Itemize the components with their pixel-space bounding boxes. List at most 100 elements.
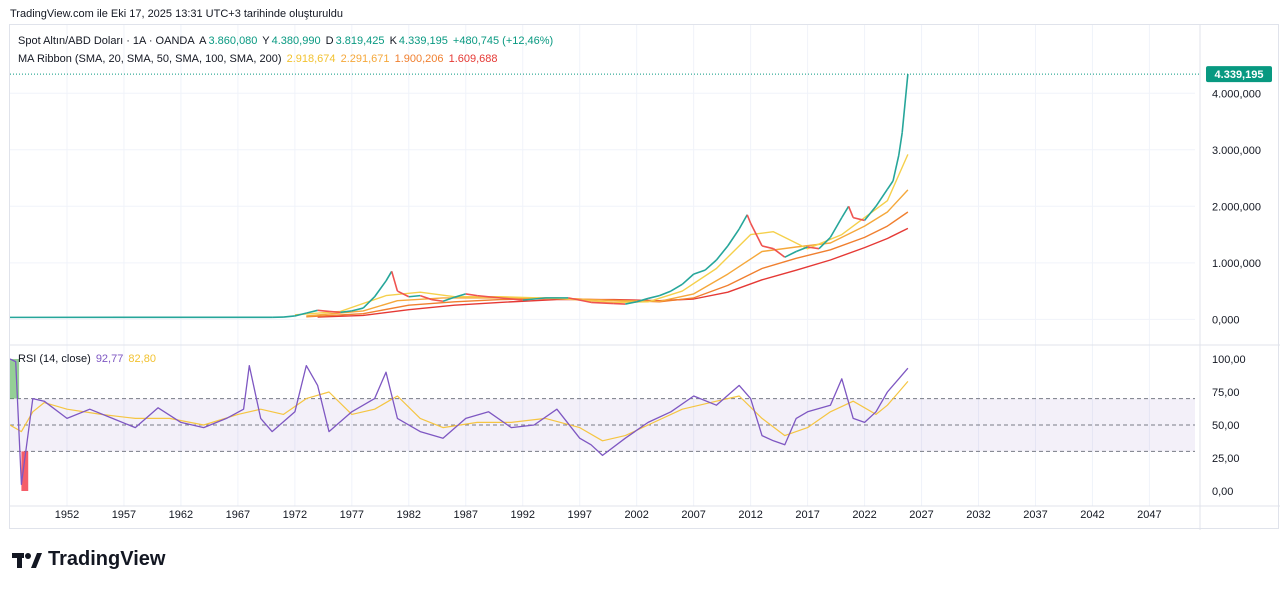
rsi-tick-label: 0,00 (1212, 486, 1233, 498)
price-segment (625, 301, 637, 305)
rsi-legend[interactable]: RSI (14, close) 92,77 82,80 (18, 353, 158, 365)
price-segment (749, 222, 763, 247)
open-value: 3.860,080 (208, 35, 258, 47)
price-segment (351, 307, 364, 312)
price-segment (340, 310, 352, 314)
rsi-ma-line (10, 381, 909, 442)
price-segment (306, 309, 318, 314)
change-value: +480,745 (+12,46%) (452, 35, 554, 47)
sma50-value: 2.291,671 (340, 53, 390, 65)
price-segment (807, 246, 820, 250)
high-label: Y (262, 35, 270, 47)
price-segment (362, 296, 376, 309)
rsi-oversold-fill (21, 451, 29, 491)
price-segment (591, 301, 614, 305)
price-segment (385, 270, 393, 282)
ma-line-sma-100 (306, 211, 909, 318)
ma-ribbon-label[interactable]: MA Ribbon (SMA, 20, SMA, 50, SMA, 100, S… (18, 53, 282, 65)
price-segment (847, 206, 854, 218)
price-segment (886, 180, 894, 190)
created-caption: TradingView.com ile Eki 17, 2025 13:31 U… (10, 8, 343, 20)
ma-ribbon-legend[interactable]: MA Ribbon (SMA, 20, SMA, 50, SMA, 100, S… (18, 53, 500, 65)
price-tick-label: 2.000,000 (1212, 201, 1261, 213)
symbol-label[interactable]: Spot Altın/ABD Doları · 1A · OANDA (18, 35, 195, 47)
open-label: A (199, 35, 207, 47)
price-segment (818, 236, 831, 250)
high-value: 4.380,990 (271, 35, 321, 47)
price-segment (897, 132, 903, 156)
rsi-tick-label: 25,00 (1212, 453, 1240, 465)
x-tick-label: 1992 (510, 509, 534, 521)
price-segment (681, 273, 695, 285)
price-segment (852, 216, 865, 222)
price-segment (647, 294, 660, 300)
close-value: 4.339,195 (398, 35, 448, 47)
price-segment (863, 205, 877, 221)
price-segment (477, 294, 501, 299)
x-tick-label: 2037 (1023, 509, 1047, 521)
x-tick-label: 2007 (681, 509, 705, 521)
x-tick-label: 2027 (909, 509, 933, 521)
price-tick-label: 0,000 (1212, 314, 1240, 326)
rsi-tick-label: 50,00 (1212, 420, 1240, 432)
x-tick-label: 1982 (397, 509, 421, 521)
price-segment (784, 250, 797, 258)
rsi-overbought-fill (10, 359, 20, 399)
price-segment (670, 283, 683, 292)
price-segment (875, 188, 889, 207)
last-price-tag-label: 4.339,195 (1215, 69, 1264, 81)
x-tick-label: 2012 (738, 509, 762, 521)
price-tick-label: 1.000,000 (1212, 258, 1261, 270)
rsi-label[interactable]: RSI (14, close) (18, 353, 91, 365)
price-segment (442, 296, 455, 303)
tradingview-logo[interactable]: TradingView (12, 548, 165, 571)
price-tick-label: 4.000,000 (1212, 88, 1261, 100)
price-segment (522, 297, 546, 301)
chart-canvas[interactable]: 0,000 1.000,000 2.000,000 3.000,000 4.000,00… (10, 25, 1280, 530)
price-segment (841, 205, 850, 219)
price-segment (390, 271, 399, 292)
rsi-ma-value: 82,80 (128, 353, 156, 365)
price-segment (715, 245, 729, 261)
price-segment (431, 298, 444, 303)
price-legend[interactable]: Spot Altın/ABD Doları · 1A · OANDA A 3.86… (18, 35, 555, 47)
close-label: K (389, 35, 397, 47)
x-tick-label: 1997 (567, 509, 591, 521)
sma100-value: 1.900,206 (394, 53, 444, 65)
rsi-line (10, 358, 909, 486)
price-segment (283, 315, 295, 318)
price-segment (795, 246, 808, 253)
price-segment (454, 293, 466, 299)
x-tick-label: 1987 (454, 509, 478, 521)
price-segment (892, 155, 900, 182)
sma200-value: 1.609,688 (448, 53, 498, 65)
price-segment (373, 280, 387, 298)
price-segment (738, 214, 748, 230)
price-segment (772, 248, 786, 258)
price-segment (636, 297, 649, 303)
chart-frame[interactable]: 0,000 1.000,000 2.000,000 3.000,000 4.000,00… (9, 24, 1280, 530)
price-segment (829, 217, 843, 238)
price-segment (746, 214, 752, 224)
price-segment (499, 297, 523, 301)
x-tick-label: 2042 (1080, 509, 1104, 521)
price-segment (659, 290, 672, 297)
price-segment (761, 245, 774, 250)
low-value: 3.819,425 (335, 35, 385, 47)
price-segment (901, 74, 909, 133)
price-segment (693, 269, 706, 275)
rsi-value: 92,77 (95, 353, 124, 365)
logo-text: TradingView (48, 548, 166, 570)
price-segment (727, 228, 740, 247)
low-label: D (325, 35, 334, 47)
price-segment (465, 293, 478, 297)
price-segment (419, 294, 432, 301)
price-segment (613, 302, 626, 305)
x-tick-label: 1972 (283, 509, 307, 521)
last-price-tag (1206, 66, 1272, 83)
ma-line-sma-20 (294, 154, 909, 316)
rsi-tick-label: 75,00 (1212, 387, 1240, 399)
x-tick-label: 1957 (112, 509, 136, 521)
price-segment (294, 312, 307, 317)
price-segment (328, 310, 341, 314)
